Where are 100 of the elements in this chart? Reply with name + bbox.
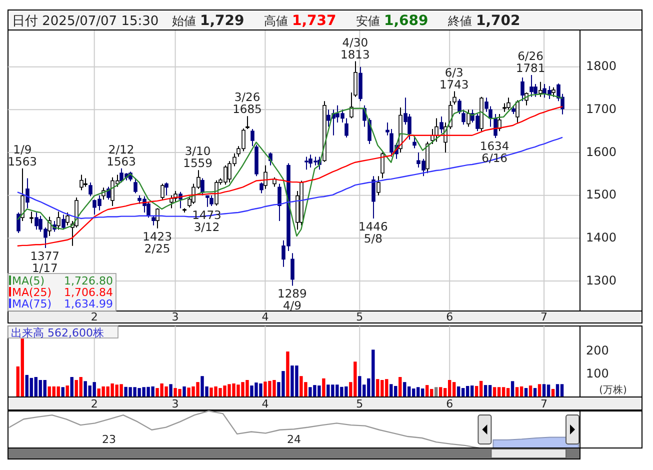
bar	[390, 384, 393, 397]
annotation: 3/10 1559	[183, 144, 212, 170]
bar	[497, 387, 501, 397]
candlestick	[30, 211, 34, 224]
candlestick	[134, 178, 138, 194]
candlestick	[160, 183, 164, 200]
candlestick	[498, 113, 502, 132]
candlestick	[376, 176, 380, 196]
bar	[66, 386, 69, 397]
bar	[542, 384, 546, 397]
candlestick	[210, 194, 214, 207]
x-tick-label: 7	[540, 398, 548, 410]
x-tick-label: 3	[172, 398, 179, 410]
bar	[322, 378, 326, 397]
annotation: 3/26 1685	[232, 90, 262, 116]
y-tick-label: 1400	[586, 230, 617, 244]
candlestick	[264, 164, 268, 190]
x-tick-label: 24	[287, 433, 301, 446]
candlestick	[34, 212, 38, 230]
candlestick	[26, 178, 30, 209]
bar	[61, 387, 64, 397]
bar	[515, 387, 519, 397]
text: 終値 1,702	[447, 13, 520, 29]
text: 始値 1,729	[172, 13, 244, 29]
bar	[70, 377, 74, 397]
candlestick	[250, 128, 254, 147]
annotation: 1289 4/9	[278, 286, 307, 313]
candlestick	[412, 137, 416, 149]
y-tick-label: 200	[586, 343, 609, 358]
candlestick	[372, 176, 376, 219]
y-tick-label: 1600	[586, 144, 617, 159]
bar	[438, 387, 442, 397]
bar	[556, 384, 560, 397]
bar	[169, 384, 172, 397]
text: MA(5) 1,726.80	[12, 274, 113, 288]
candlestick	[290, 252, 294, 286]
bar	[560, 384, 564, 397]
candlestick	[434, 118, 438, 142]
candlestick	[156, 208, 160, 229]
text: 安値 1,689	[356, 13, 428, 29]
chart-title: 日付 2025/07/07 15:30	[12, 14, 159, 29]
bar	[20, 338, 24, 397]
candlestick	[466, 109, 470, 128]
candlestick	[56, 211, 60, 230]
bar	[502, 387, 506, 397]
candlestick	[494, 113, 498, 138]
y-tick-label: 1300	[586, 273, 617, 288]
chart-title: 出来高 562,600株	[11, 326, 104, 340]
y-tick-label: 100	[586, 366, 609, 380]
candlestick	[66, 212, 70, 226]
bar	[79, 377, 82, 397]
candlestick	[20, 168, 24, 222]
x-tick-label: 5	[356, 310, 364, 324]
bar	[492, 387, 496, 397]
bar	[479, 380, 483, 397]
x-tick-label: 23	[102, 433, 116, 446]
x-tick-label: 7	[540, 310, 548, 324]
bar	[403, 382, 406, 397]
bar	[484, 385, 488, 397]
x-tick-label: 2	[90, 398, 98, 410]
bar	[546, 384, 550, 397]
bar	[528, 386, 532, 397]
candlestick	[304, 156, 308, 170]
annotation: 1446 5/8	[358, 219, 388, 246]
bar	[286, 352, 290, 397]
x-tick-label: 6	[446, 310, 454, 324]
bar	[43, 380, 46, 397]
candlestick	[200, 178, 204, 196]
x-tick-label: 3	[172, 310, 179, 324]
candlestick	[552, 86, 556, 98]
candlestick	[530, 74, 534, 98]
bar	[448, 380, 452, 397]
candlestick	[164, 182, 168, 196]
annotation: 1/9 1563	[8, 142, 38, 168]
candlestick	[80, 174, 84, 191]
candlestick	[16, 212, 20, 234]
text: (万株)	[599, 384, 627, 396]
candlestick	[380, 152, 384, 179]
annotation: 4/30 1813	[340, 35, 370, 62]
annotation: 6/26 1781	[516, 48, 546, 75]
bar	[398, 377, 402, 397]
candlestick	[260, 182, 264, 194]
bar	[452, 382, 456, 397]
bar	[426, 385, 429, 397]
bar	[510, 381, 514, 397]
candlestick	[440, 116, 444, 134]
text: 高値 1,737	[264, 13, 336, 29]
annotation: 2/12 1563	[106, 142, 136, 168]
bar	[538, 384, 542, 397]
x-tick-label: 4	[262, 398, 269, 410]
bar	[182, 386, 186, 397]
candlestick	[152, 215, 156, 226]
candlestick	[62, 214, 66, 230]
annotation: 1377 1/17	[30, 249, 60, 276]
x-tick-label: 6	[446, 398, 454, 410]
candlestick	[516, 100, 520, 124]
candlestick	[278, 183, 282, 222]
annotation: 6/3 1743	[439, 65, 469, 92]
y-tick-label: 1800	[586, 59, 617, 74]
bar	[434, 387, 438, 397]
